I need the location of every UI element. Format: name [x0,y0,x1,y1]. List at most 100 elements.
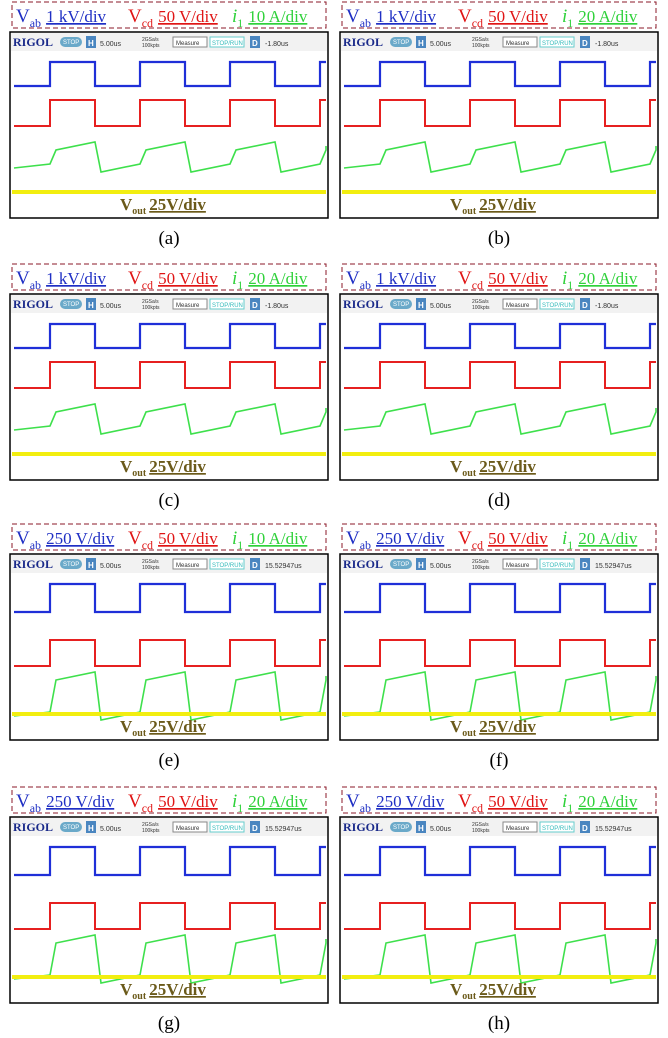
header-label: i120 A/div [562,791,638,815]
scale: 50 V/div [488,7,548,26]
points: 100kpts [472,305,490,311]
points: 100kpts [142,305,160,311]
state: STOP [63,302,79,308]
scale: 20 A/div [578,792,638,811]
h-label: H [88,561,94,570]
brand: RIGOL [13,297,53,311]
scale: 50 V/div [488,269,548,288]
symbol: V [346,528,360,549]
scale: 20 A/div [248,792,308,811]
run: STOP/RUN [542,303,573,309]
measure: Measure [176,303,200,309]
subscript: ab [30,538,41,552]
symbol: V [346,268,360,289]
scale: 50 V/div [158,792,218,811]
subscript: out [132,206,147,217]
delay: 15.52947us [595,826,632,833]
subscript: ab [30,16,41,30]
symbol: V [458,528,472,549]
symbol: V [128,268,142,289]
h-label: H [418,824,424,833]
d-label: D [252,824,258,833]
h-label: H [418,561,424,570]
measure: Measure [176,41,200,47]
timebase: 5.00us [430,41,452,48]
measure: Measure [506,563,530,569]
scale: 1 kV/div [376,7,436,26]
caption: (a) [158,228,179,249]
state: STOP [63,40,79,46]
h-label: H [418,39,424,48]
h-label: H [88,39,94,48]
h-label: H [418,301,424,310]
caption: (d) [488,490,510,511]
header-label: i120 A/div [232,791,308,815]
scale: 50 V/div [488,529,548,548]
timebase: 5.00us [100,41,122,48]
subscript: cd [472,16,483,30]
subscript: out [462,206,477,217]
d-label: D [252,39,258,48]
timebase: 5.00us [100,303,122,310]
symbol: V [120,980,133,999]
d-label: D [252,301,258,310]
run: STOP/RUN [212,826,243,832]
scale: 50 V/div [158,7,218,26]
subscript: ab [360,16,371,30]
timebase: 5.00us [430,303,452,310]
subscript: cd [142,538,153,552]
symbol: V [450,980,463,999]
h-label: H [88,301,94,310]
measure: Measure [176,826,200,832]
symbol: V [128,6,142,27]
run: STOP/RUN [542,41,573,47]
panel: Vab1 kV/divVcd50 V/divi110 A/divRIGOLSTO… [10,2,328,249]
symbol: V [458,791,472,812]
symbol: V [346,791,360,812]
points: 100kpts [472,828,490,834]
subscript: ab [30,801,41,815]
scale: 50 V/div [158,529,218,548]
subscript: out [132,991,147,1002]
scale: 50 V/div [158,269,218,288]
caption: (h) [488,1013,510,1034]
scale: 250 V/div [46,529,115,548]
symbol: V [16,791,30,812]
subscript: cd [472,538,483,552]
measure: Measure [506,303,530,309]
d-label: D [582,39,588,48]
caption: (c) [158,490,179,511]
scale: 250 V/div [376,529,445,548]
subscript: 1 [237,278,243,292]
d-label: D [582,824,588,833]
symbol: V [450,717,463,736]
points: 100kpts [142,828,160,834]
scale: 250 V/div [376,792,445,811]
panel: Vab1 kV/divVcd50 V/divi120 A/divRIGOLSTO… [340,264,658,511]
subscript: ab [360,278,371,292]
subscript: out [132,728,147,739]
d-label: D [582,301,588,310]
delay: 15.52947us [595,563,632,570]
scale: 10 A/div [248,7,308,26]
caption: (e) [158,750,179,771]
symbol: V [16,528,30,549]
scale: 20 A/div [248,269,308,288]
scale: 10 A/div [248,529,308,548]
header-label: i120 A/div [562,268,638,292]
scale: 25V/div [149,717,206,736]
symbol: V [128,791,142,812]
scale: 250 V/div [46,792,115,811]
symbol: V [458,6,472,27]
subscript: out [132,468,147,479]
state: STOP [393,40,409,46]
d-label: D [582,561,588,570]
h-label: H [88,824,94,833]
points: 100kpts [142,565,160,571]
scale: 25V/div [149,457,206,476]
header-label: Vcd 50 V/div [458,6,548,30]
